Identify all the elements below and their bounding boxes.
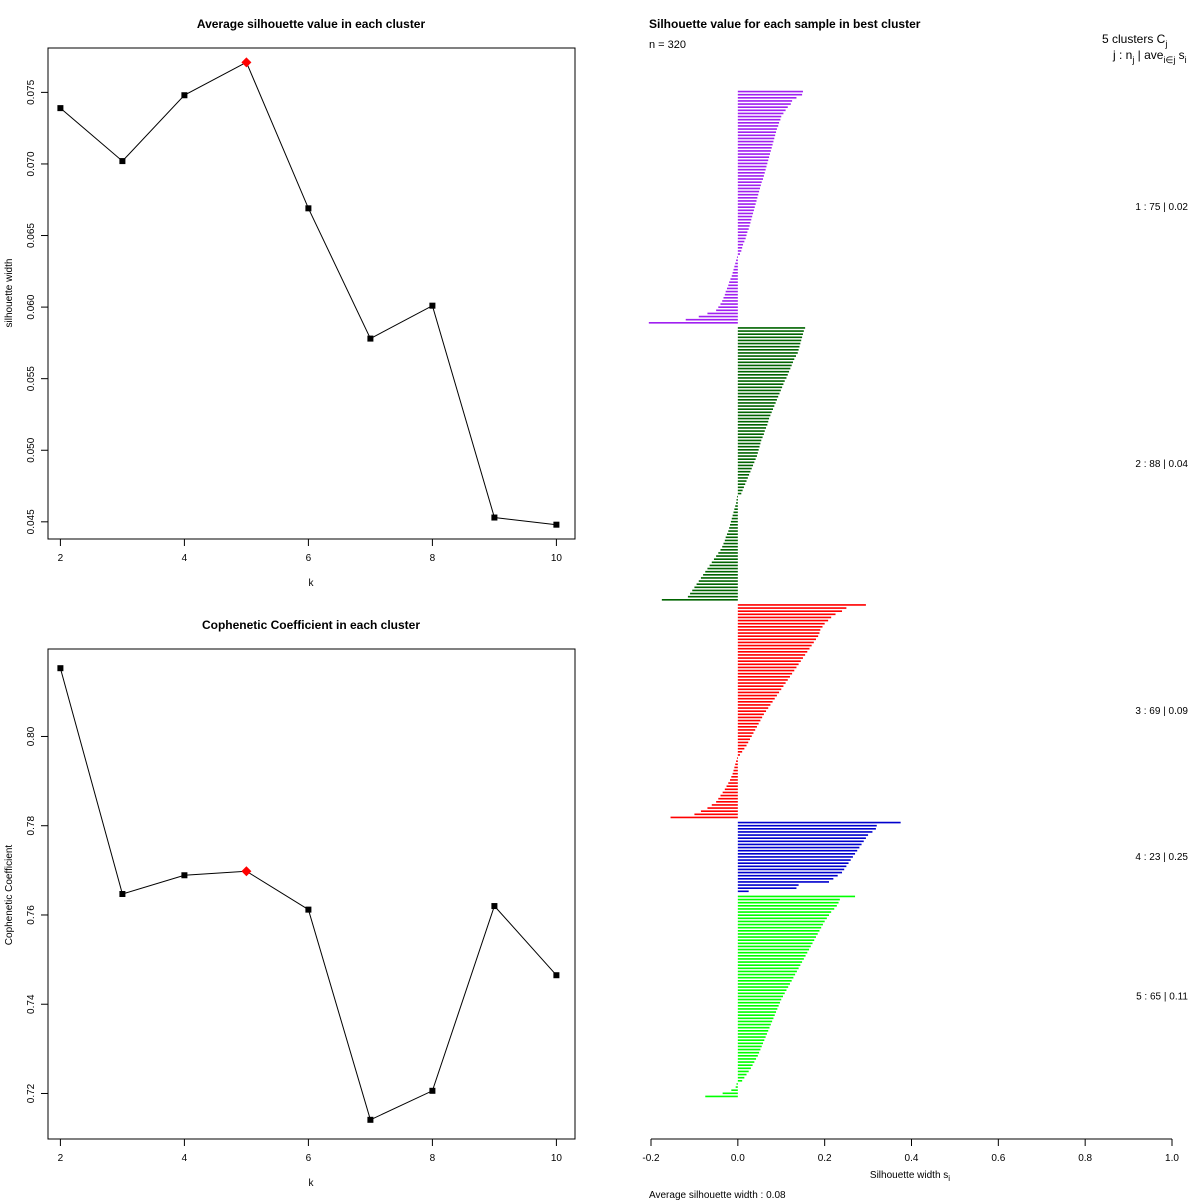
y-axis-label: silhouette width: [4, 259, 15, 328]
y-tick-label: 0.075: [26, 79, 37, 104]
legend-subheader-tail: s: [1175, 48, 1184, 62]
x-tick-label: 2: [58, 1153, 64, 1164]
legend-header-subscript: j: [1164, 39, 1167, 49]
x-tick-label: 8: [430, 1153, 436, 1164]
legend-subheader-sub-ij: i∈j: [1163, 55, 1175, 65]
x-axis-label: k: [309, 578, 315, 589]
data-point: [553, 972, 560, 979]
x-axis-label: Silhouette width si: [870, 1170, 950, 1183]
data-point: [305, 205, 312, 212]
y-tick-label: 0.060: [26, 294, 37, 319]
legend-subheader-sub-i: i: [1185, 55, 1187, 65]
x-tick-label: 4: [182, 553, 188, 564]
silhouette-by-k-panel: Average silhouette value in each cluster…: [4, 17, 576, 589]
data-point: [57, 105, 64, 112]
chart-title: Average silhouette value in each cluster: [197, 17, 426, 31]
y-tick-label: 0.045: [26, 509, 37, 534]
chart-title: Silhouette value for each sample in best…: [649, 17, 921, 31]
cluster-label: 5 : 65 | 0.11: [1136, 991, 1188, 1002]
y-tick-label: 0.72: [26, 1083, 37, 1103]
best-k-point: [241, 57, 252, 68]
x-tick-label: 1.0: [1165, 1153, 1179, 1164]
x-axis-label-text: Silhouette width s: [870, 1170, 948, 1181]
cluster-label: 4 : 23 | 0.25: [1135, 852, 1188, 863]
cophenetic-by-k-panel: Cophenetic Coefficient in each cluster k…: [4, 618, 576, 1189]
data-point: [553, 521, 560, 528]
data-point: [491, 903, 498, 910]
x-tick-label: 0.2: [818, 1153, 832, 1164]
x-axis-label: k: [309, 1178, 315, 1189]
average-silhouette-width: Average silhouette width : 0.08: [649, 1190, 786, 1200]
y-tick-label: 0.80: [26, 726, 37, 746]
x-tick-label: 0.0: [731, 1153, 745, 1164]
x-tick-label: 10: [551, 553, 563, 564]
data-point: [429, 302, 436, 309]
data-point: [305, 906, 312, 913]
cluster-label: 2 : 88 | 0.04: [1135, 459, 1188, 470]
data-point: [57, 665, 64, 672]
y-tick-label: 0.065: [26, 223, 37, 248]
legend-header-text: 5 clusters C: [1102, 32, 1166, 46]
x-axis-label-subscript: i: [948, 1174, 950, 1183]
x-tick-label: -0.2: [642, 1153, 660, 1164]
legend-subheader-sub-j: j: [1131, 55, 1134, 65]
data-point: [181, 872, 188, 879]
x-tick-label: 8: [430, 553, 436, 564]
x-tick-label: 0.8: [1078, 1153, 1092, 1164]
data-point: [119, 158, 126, 165]
cluster-label: 1 : 75 | 0.02: [1135, 202, 1188, 213]
sample-count: n = 320: [649, 39, 686, 51]
x-tick-label: 6: [306, 1153, 312, 1164]
data-point: [429, 1087, 436, 1094]
y-tick-label: 0.055: [26, 366, 37, 391]
data-point: [367, 1116, 374, 1123]
x-tick-label: 6: [306, 553, 312, 564]
y-tick-label: 0.78: [26, 816, 37, 836]
line-series: 2 4 6 8 10 0.72 0.74 0.76 0.78 0.80: [26, 665, 562, 1164]
x-tick-label: 2: [58, 553, 64, 564]
x-tick-label: 0.6: [991, 1153, 1005, 1164]
silhouette-plot-panel: Silhouette value for each sample in best…: [642, 17, 1188, 1200]
silhouette-bars: 1 : 75 | 0.02 2 : 88 | 0.04 3 : 69 | 0.09 4…: [642, 90, 1188, 1164]
best-k-point: [241, 866, 252, 877]
legend-subheader-text: j : n: [1112, 48, 1132, 62]
y-tick-label: 0.050: [26, 437, 37, 462]
data-point: [119, 891, 126, 897]
y-tick-label: 0.74: [26, 994, 37, 1014]
data-point: [367, 335, 374, 342]
chart-title: Cophenetic Coefficient in each cluster: [202, 618, 420, 632]
legend-header: 5 clusters Cj: [1102, 32, 1167, 49]
legend-subheader-rest: | ave: [1134, 48, 1163, 62]
legend-subheader: j : nj | avei∈j si: [1112, 48, 1187, 65]
y-tick-label: 0.76: [26, 905, 37, 925]
data-point: [491, 514, 498, 521]
y-tick-label: 0.070: [26, 151, 37, 176]
x-tick-label: 4: [182, 1153, 188, 1164]
data-point: [181, 92, 188, 99]
line-series: 2 4 6 8 10 0.045 0.050 0.055 0.060 0.065 0.070 0.07…: [26, 57, 562, 564]
cluster-label: 3 : 69 | 0.09: [1135, 706, 1188, 717]
x-tick-label: 0.4: [905, 1153, 919, 1164]
y-axis-label: Cophenetic Coefficient: [4, 845, 15, 946]
x-tick-label: 10: [551, 1153, 563, 1164]
